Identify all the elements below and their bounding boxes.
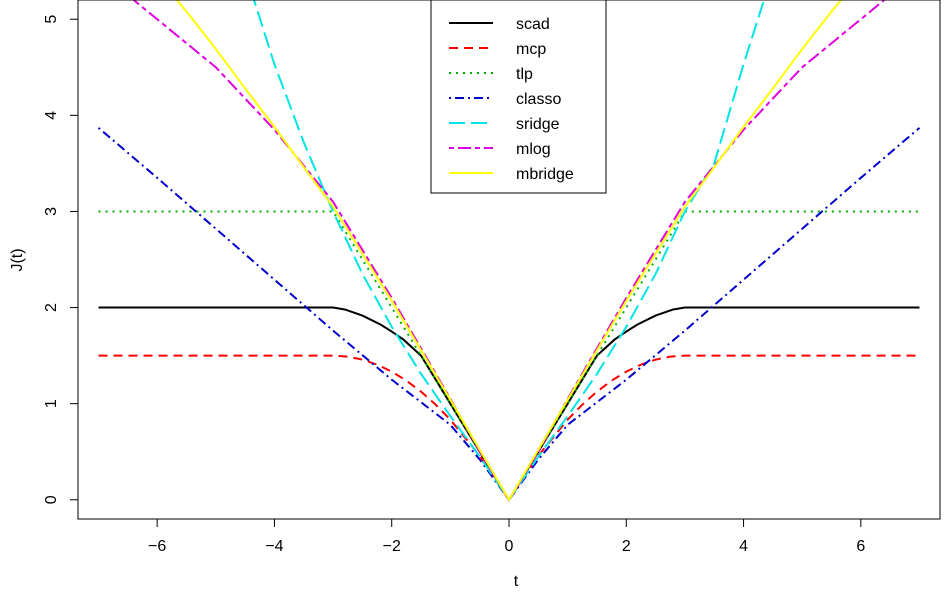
- x-axis-label: t: [514, 573, 519, 590]
- y-axis: 0 1 2 3 4 5: [43, 15, 79, 504]
- x-tick-label: 6: [856, 538, 865, 555]
- x-tick-label: −4: [265, 538, 283, 555]
- series-layer: [97, 0, 921, 502]
- legend-label-mcp: mcp: [516, 41, 546, 58]
- series-line-classo: [97, 127, 921, 502]
- legend-box: [430, 0, 607, 194]
- legend: scad mcp tlp classo sridge mlog mbridge: [430, 0, 607, 194]
- y-tick-label: 1: [43, 399, 60, 408]
- x-tick-label: −2: [383, 538, 401, 555]
- legend-label-mlog: mlog: [516, 141, 551, 158]
- legend-label-scad: scad: [516, 16, 550, 33]
- series-line-mbridge: [175, 0, 843, 502]
- x-tick-label: 2: [622, 538, 631, 555]
- x-tick-label: 4: [739, 538, 748, 555]
- y-axis-label: J(t): [9, 248, 26, 271]
- x-tick-label: 0: [505, 538, 514, 555]
- series-line-scad: [98, 306, 920, 502]
- legend-label-mbridge: mbridge: [516, 166, 574, 183]
- series-line-mcp: [98, 354, 920, 502]
- legend-label-sridge: sridge: [516, 116, 560, 133]
- y-tick-label: 4: [43, 111, 60, 120]
- y-tick-label: 3: [43, 207, 60, 216]
- y-tick-label: 0: [43, 495, 60, 504]
- x-axis: −6 −4 −2 0 2 4 6: [148, 518, 865, 555]
- legend-label-classo: classo: [516, 91, 561, 108]
- y-tick-label: 5: [43, 15, 60, 24]
- y-tick-label: 2: [43, 303, 60, 312]
- legend-label-tlp: tlp: [516, 66, 533, 83]
- x-tick-label: −6: [148, 538, 166, 555]
